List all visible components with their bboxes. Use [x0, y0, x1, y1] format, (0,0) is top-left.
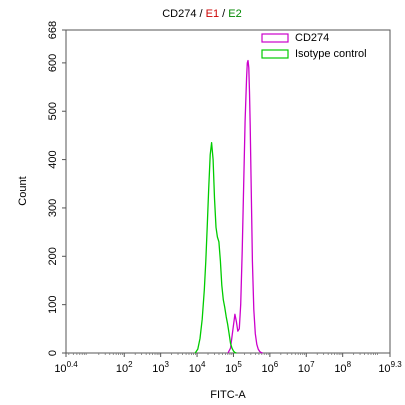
chart-title-part: E1 [206, 8, 219, 20]
x-tick-label: 105 [225, 360, 242, 375]
x-tick-label: 107 [298, 360, 315, 375]
y-axis-label: Count [17, 176, 29, 205]
legend-label: CD274 [295, 32, 329, 44]
x-tick-label: 100.4 [54, 360, 78, 375]
chart-title-part: E2 [228, 8, 241, 20]
y-tick-label: 600 [47, 54, 59, 72]
series-line-cd274 [227, 59, 263, 354]
legend: CD274 Isotype control [261, 32, 367, 60]
legend-label: Isotype control [295, 48, 367, 60]
y-tick-label: 500 [47, 102, 59, 120]
y-tick-label: 0 [47, 350, 59, 356]
chart-title: CD274 / E1 / E2 [162, 8, 242, 20]
legend-swatch [261, 33, 289, 43]
x-tick-label: 108 [334, 360, 351, 375]
x-tick-label: 106 [262, 360, 279, 375]
x-tick-label: 103 [152, 360, 169, 375]
series-layer [194, 59, 263, 354]
plot-frame [65, 29, 391, 354]
chart-title-part: / [196, 8, 205, 20]
y-tick-label: 400 [47, 150, 59, 168]
series-line-isotype-control [194, 142, 237, 354]
y-tick-label: 200 [47, 247, 59, 265]
x-axis-ticks: 100.4 102 103 104 105 106 107 108 109.3 [54, 353, 402, 375]
y-tick-label: 668 [47, 21, 59, 39]
x-tick-label: 104 [189, 360, 206, 375]
chart-title-part: CD274 [162, 8, 196, 20]
y-tick-label: 100 [47, 295, 59, 313]
x-axis-label: FITC-A [210, 389, 246, 401]
chart-title-part: / [219, 8, 228, 20]
legend-swatch [261, 49, 289, 59]
x-tick-label: 109.3 [378, 360, 402, 375]
x-tick-label: 102 [116, 360, 133, 375]
y-tick-label: 300 [47, 199, 59, 217]
y-axis-ticks: 0 100 200 300 400 500 600 668 [47, 21, 66, 356]
